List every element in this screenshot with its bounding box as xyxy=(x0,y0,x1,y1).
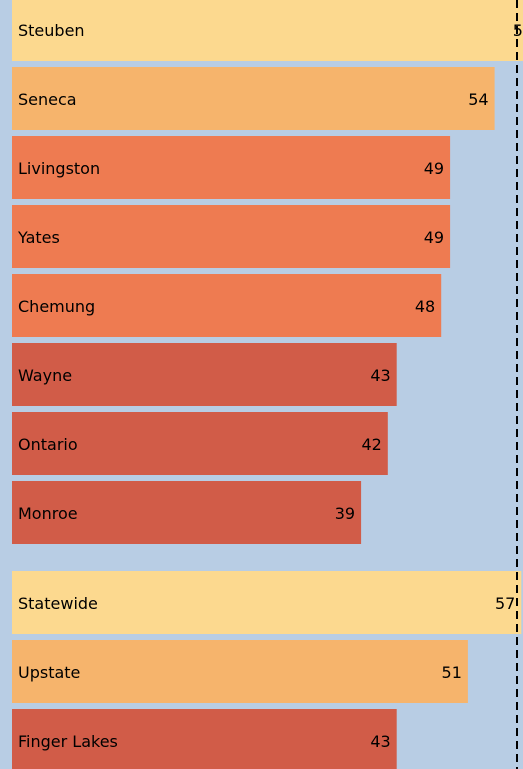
value-label: 57 xyxy=(495,594,515,613)
bar xyxy=(12,136,451,199)
bar xyxy=(12,274,442,337)
category-label: Wayne xyxy=(18,366,72,385)
bar xyxy=(12,481,362,544)
category-label: Ontario xyxy=(18,435,78,454)
bar xyxy=(12,709,397,769)
category-label: Seneca xyxy=(18,90,77,109)
value-label: 54 xyxy=(468,90,488,109)
value-label: 49 xyxy=(424,159,444,178)
value-label: 42 xyxy=(361,435,381,454)
bar xyxy=(12,343,397,406)
category-label: Livingston xyxy=(18,159,100,178)
value-label: 49 xyxy=(424,228,444,247)
category-label: Yates xyxy=(17,228,60,247)
category-label: Steuben xyxy=(18,21,85,40)
category-label: Statewide xyxy=(18,594,98,613)
bar xyxy=(12,640,468,703)
bar xyxy=(12,67,495,130)
category-label: Finger Lakes xyxy=(18,732,118,751)
bar xyxy=(12,205,451,268)
value-label: 51 xyxy=(442,663,462,682)
bar xyxy=(12,571,522,634)
category-label: Chemung xyxy=(18,297,95,316)
value-label: 39 xyxy=(335,504,355,523)
value-label: 43 xyxy=(370,366,390,385)
category-label: Upstate xyxy=(18,663,80,682)
value-label: 43 xyxy=(370,732,390,751)
value-label: 48 xyxy=(415,297,435,316)
category-label: Monroe xyxy=(18,504,78,523)
bar xyxy=(12,0,523,61)
bar xyxy=(12,412,388,475)
